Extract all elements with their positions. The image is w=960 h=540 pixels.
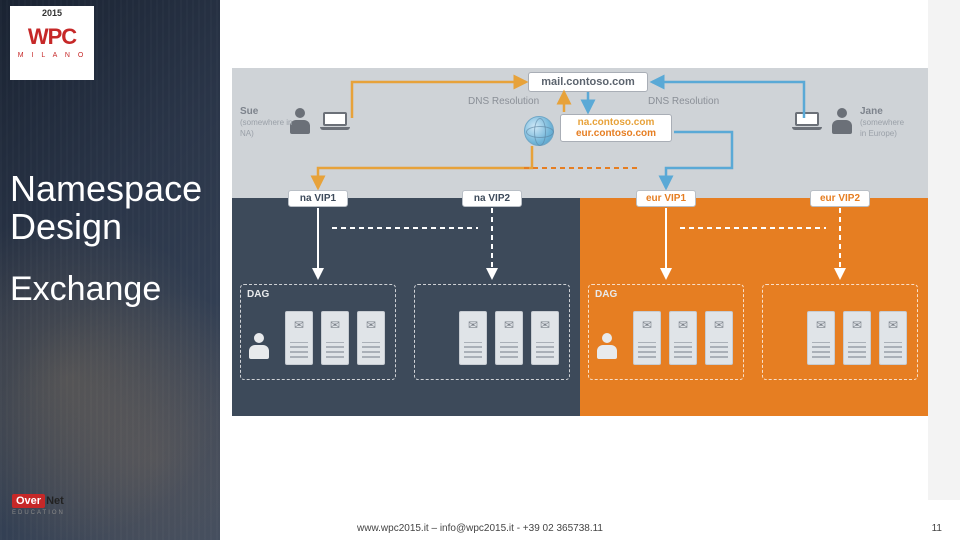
server-icon bbox=[705, 311, 733, 365]
laptop-sue-icon bbox=[320, 112, 350, 132]
dns-label-left: DNS Resolution bbox=[468, 96, 539, 107]
pill-na-eur: na.contoso.com eur.contoso.com bbox=[560, 114, 672, 142]
person-sue-label: Sue (somewhere in NA) bbox=[240, 106, 292, 139]
logo-box: 2015 WPC M I L A N O bbox=[10, 6, 94, 80]
diagram: mail.contoso.com DNS Resolution DNS Reso… bbox=[232, 68, 928, 416]
laptop-jane-icon bbox=[792, 112, 822, 132]
server-icon bbox=[531, 311, 559, 365]
slide: 2015 WPC M I L A N O Namespace Design Ex… bbox=[0, 0, 960, 540]
dag-label-na1: DAG bbox=[247, 289, 269, 300]
server-icon bbox=[879, 311, 907, 365]
server-icon bbox=[459, 311, 487, 365]
overnet-sub: EDUCATION bbox=[12, 510, 65, 516]
server-icon bbox=[633, 311, 661, 365]
dag-admin-icon-eur1 bbox=[597, 333, 617, 361]
sidebar: 2015 WPC M I L A N O Namespace Design Ex… bbox=[0, 0, 220, 540]
jane-note: (somewhere in Europe) bbox=[860, 118, 904, 138]
region-eur: DAG DAG bbox=[580, 198, 928, 416]
person-jane-icon bbox=[832, 108, 852, 136]
globe-icon bbox=[524, 116, 554, 146]
overnet-logo: OverNet EDUCATION bbox=[12, 491, 65, 516]
dag-na-1: DAG bbox=[240, 284, 396, 380]
pill-mail: mail.contoso.com bbox=[528, 72, 648, 92]
server-icon bbox=[321, 311, 349, 365]
server-icon bbox=[357, 311, 385, 365]
right-strip bbox=[928, 0, 960, 500]
server-icon bbox=[669, 311, 697, 365]
dns-label-right: DNS Resolution bbox=[648, 96, 719, 107]
page-number: 11 bbox=[932, 523, 942, 534]
region-na: DAG DAG bbox=[232, 198, 580, 416]
person-sue-icon bbox=[290, 108, 310, 136]
server-icon bbox=[843, 311, 871, 365]
dag-eur-1: DAG bbox=[588, 284, 744, 380]
sue-name: Sue bbox=[240, 106, 258, 117]
title-namespace-design: Namespace Design bbox=[10, 170, 202, 246]
vip-na1: na VIP1 bbox=[288, 190, 348, 207]
logo-main: WPC bbox=[10, 24, 94, 50]
logo-year: 2015 bbox=[10, 8, 94, 18]
server-row-eur2 bbox=[807, 311, 907, 365]
sue-note: (somewhere in NA) bbox=[240, 118, 292, 138]
eur-domain-text: eur.contoso.com bbox=[567, 128, 665, 139]
server-icon bbox=[495, 311, 523, 365]
vip-eur2: eur VIP2 bbox=[810, 190, 870, 207]
overnet-text: Net bbox=[46, 495, 64, 507]
dag-label-eur1: DAG bbox=[595, 289, 617, 300]
server-row-eur1 bbox=[633, 311, 733, 365]
dag-eur-2: DAG bbox=[762, 284, 918, 380]
person-jane-label: Jane (somewhere in Europe) bbox=[860, 106, 904, 139]
jane-name: Jane bbox=[860, 106, 883, 117]
na-domain-text: na.contoso.com bbox=[567, 117, 665, 128]
server-row-na1 bbox=[285, 311, 385, 365]
server-row-na2 bbox=[459, 311, 559, 365]
server-icon bbox=[285, 311, 313, 365]
footer-text: www.wpc2015.it – info@wpc2015.it - +39 0… bbox=[357, 523, 603, 534]
vip-na2: na VIP2 bbox=[462, 190, 522, 207]
title-exchange: Exchange bbox=[10, 270, 161, 309]
dag-na-2: DAG bbox=[414, 284, 570, 380]
vip-eur1: eur VIP1 bbox=[636, 190, 696, 207]
overnet-badge: Over bbox=[12, 494, 45, 508]
footer: www.wpc2015.it – info@wpc2015.it - +39 0… bbox=[0, 512, 960, 540]
server-icon bbox=[807, 311, 835, 365]
logo-sub: M I L A N O bbox=[10, 52, 94, 59]
dag-admin-icon-na1 bbox=[249, 333, 269, 361]
